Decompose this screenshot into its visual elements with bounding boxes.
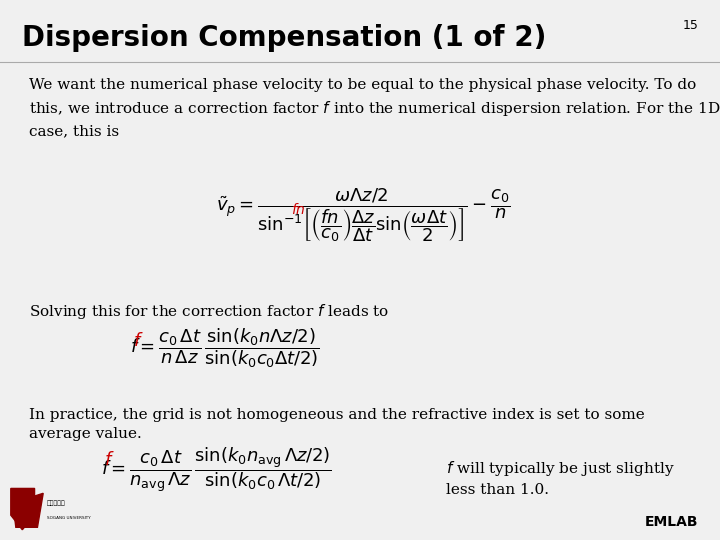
Text: Solving this for the correction factor $f$ leads to: Solving this for the correction factor $… [29, 302, 389, 321]
Text: $f$ will typically be just slightly
less than 1.0.: $f$ will typically be just slightly less… [446, 459, 675, 497]
Text: EMLAB: EMLAB [645, 515, 698, 529]
Text: 서강대학교: 서강대학교 [47, 500, 66, 506]
Text: 15: 15 [683, 19, 698, 32]
Text: $f$: $f$ [133, 332, 144, 350]
Text: $f$: $f$ [104, 451, 115, 469]
Text: $f = \dfrac{c_0\,\Delta t}{n_{\mathrm{avg}}\,\Lambda z}\,\dfrac{\sin(k_0 n_{\mat: $f = \dfrac{c_0\,\Delta t}{n_{\mathrm{av… [101, 446, 332, 494]
Text: SOGANG UNIVERSITY: SOGANG UNIVERSITY [47, 516, 91, 519]
Polygon shape [11, 488, 35, 530]
Text: $\tilde{v}_p = \dfrac{\omega\Lambda z/2}{\sin^{-1}\!\left[\left(\dfrac{fn}{c_0}\: $\tilde{v}_p = \dfrac{\omega\Lambda z/2}… [216, 186, 510, 244]
Polygon shape [13, 494, 43, 527]
Text: $f = \dfrac{c_0\,\Delta t}{n\,\Delta z}\,\dfrac{\sin(k_0 n\Lambda z/2)}{\sin(k_0: $f = \dfrac{c_0\,\Delta t}{n\,\Delta z}\… [130, 327, 320, 370]
Text: $fn$: $fn$ [292, 202, 306, 218]
Text: Dispersion Compensation (1 of 2): Dispersion Compensation (1 of 2) [22, 24, 546, 52]
Text: We want the numerical phase velocity to be equal to the physical phase velocity.: We want the numerical phase velocity to … [29, 78, 720, 138]
Text: In practice, the grid is not homogeneous and the refractive index is set to some: In practice, the grid is not homogeneous… [29, 408, 644, 441]
